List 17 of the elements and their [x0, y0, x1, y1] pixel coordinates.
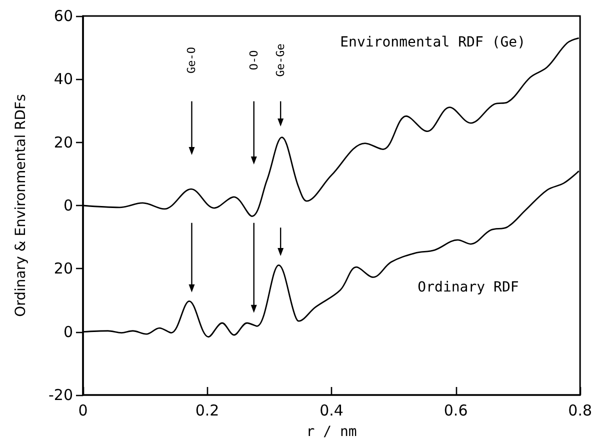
- x-tick-label: 0.4: [320, 402, 344, 420]
- y-tick-label: 20: [54, 260, 73, 278]
- x-tick-label: 0: [78, 402, 88, 420]
- annotation: O-O: [247, 50, 260, 70]
- y2-tick-label: 60: [54, 7, 73, 25]
- series-label: Ordinary RDF: [418, 280, 519, 296]
- y2-tick-label: 40: [54, 70, 73, 88]
- x-tick-label: 0.2: [195, 402, 220, 420]
- y-axis-title: Ordinary & Environmental RDFs: [13, 94, 29, 317]
- annotation: Ge-Ge: [274, 44, 288, 77]
- x-axis-title: r / nm: [306, 424, 357, 440]
- x-tick-label: 0.6: [444, 402, 468, 420]
- series-label: Environmental RDF (Ge): [340, 34, 526, 51]
- y-tick-label: -20: [48, 386, 73, 404]
- y-tick-label: 0: [63, 322, 73, 341]
- x-tick-label: 0.8: [568, 402, 592, 420]
- annotation: Ge-O: [185, 46, 198, 74]
